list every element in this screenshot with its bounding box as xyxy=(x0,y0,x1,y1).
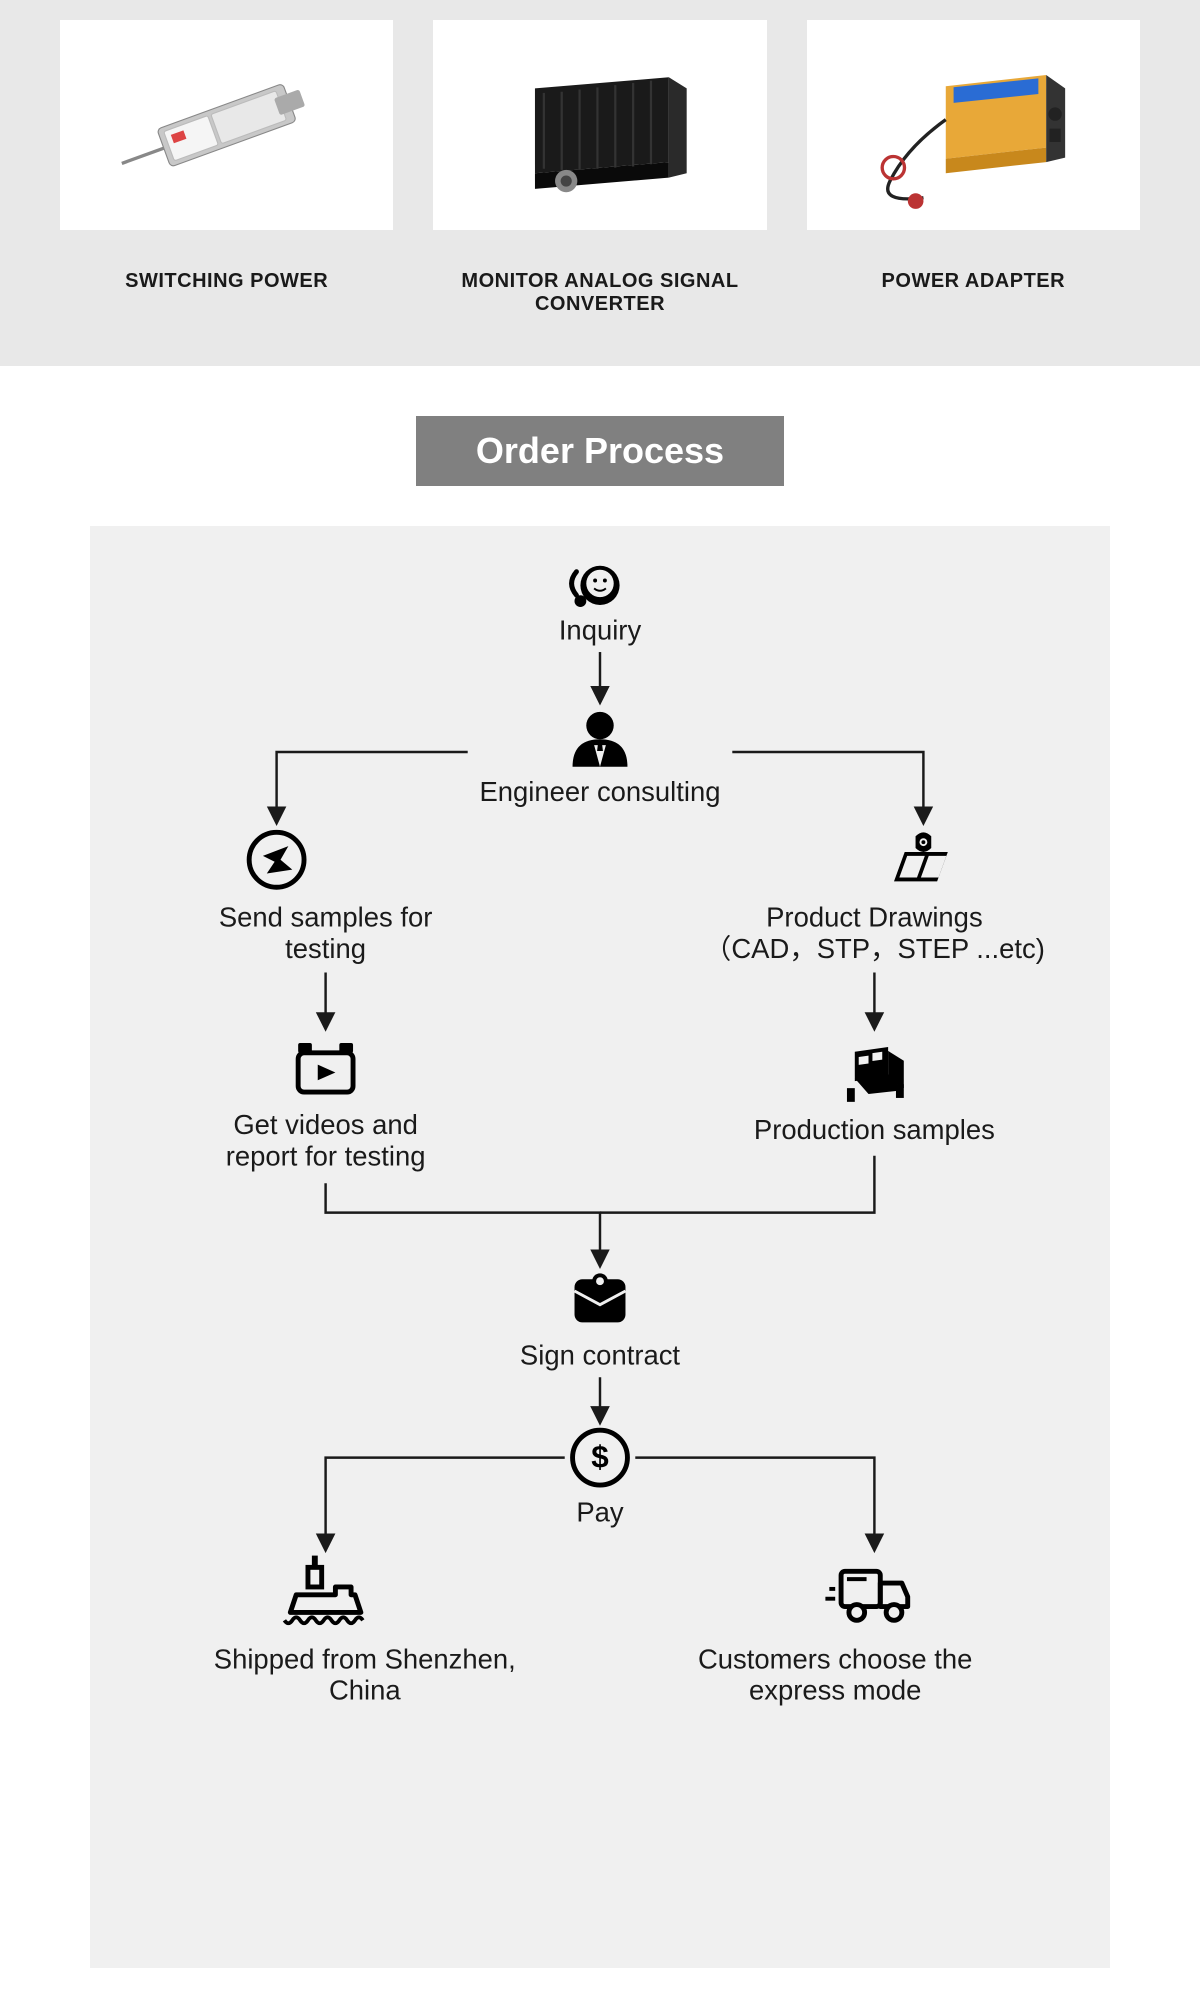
inquiry-label: Inquiry xyxy=(559,614,642,645)
samples-label-2: testing xyxy=(285,933,366,964)
product-label: MONITOR ANALOG SIGNAL CONVERTER xyxy=(433,270,766,316)
shipped-icon xyxy=(284,1556,362,1624)
product-card-switching-power: SWITCHING POWER xyxy=(60,20,393,316)
drawings-label-2: （CAD，STP，STEP ...etc) xyxy=(704,933,1045,964)
videos-label-2: report for testing xyxy=(226,1141,426,1172)
drawings-icon xyxy=(894,832,948,881)
power-adapter-icon xyxy=(832,36,1115,215)
switching-power-icon xyxy=(85,36,368,215)
pay-icon: $ xyxy=(573,1430,628,1485)
drawings-label-1: Product Drawings xyxy=(766,901,983,932)
order-process-heading: Order Process xyxy=(416,416,784,486)
product-image xyxy=(807,20,1140,230)
production-icon xyxy=(847,1047,904,1102)
product-label: POWER ADAPTER xyxy=(807,270,1140,293)
contract-label: Sign contract xyxy=(520,1340,681,1371)
product-card-power-adapter: POWER ADAPTER xyxy=(807,20,1140,316)
shipped-label-1: Shipped from Shenzhen, xyxy=(214,1643,516,1674)
shipped-label-2: China xyxy=(329,1675,401,1706)
express-icon xyxy=(825,1571,907,1620)
order-process-flowchart: Inquiry Engineer consulting Send samples… xyxy=(110,556,1090,1928)
production-label: Production samples xyxy=(754,1114,995,1145)
product-image xyxy=(433,20,766,230)
customers-label-2: express mode xyxy=(749,1675,921,1706)
contract-icon xyxy=(575,1273,626,1322)
samples-label-1: Send samples for xyxy=(219,901,433,932)
customers-label-1: Customers choose the xyxy=(698,1643,973,1674)
videos-label-1: Get videos and xyxy=(233,1109,418,1140)
order-process-section: Inquiry Engineer consulting Send samples… xyxy=(90,526,1110,1968)
inquiry-icon xyxy=(572,566,620,607)
engineer-label: Engineer consulting xyxy=(479,776,720,807)
signal-converter-icon xyxy=(458,36,741,215)
engineer-icon xyxy=(573,712,628,767)
send-samples-icon xyxy=(249,832,304,887)
products-section: SWITCHING POWER xyxy=(0,0,1200,366)
videos-icon xyxy=(298,1043,353,1092)
product-card-signal-converter: MONITOR ANALOG SIGNAL CONVERTER xyxy=(433,20,766,316)
order-process-heading-wrap: Order Process xyxy=(0,366,1200,526)
svg-text:$: $ xyxy=(591,1439,608,1474)
product-image xyxy=(60,20,393,230)
product-label: SWITCHING POWER xyxy=(60,270,393,293)
pay-label: Pay xyxy=(576,1496,624,1527)
